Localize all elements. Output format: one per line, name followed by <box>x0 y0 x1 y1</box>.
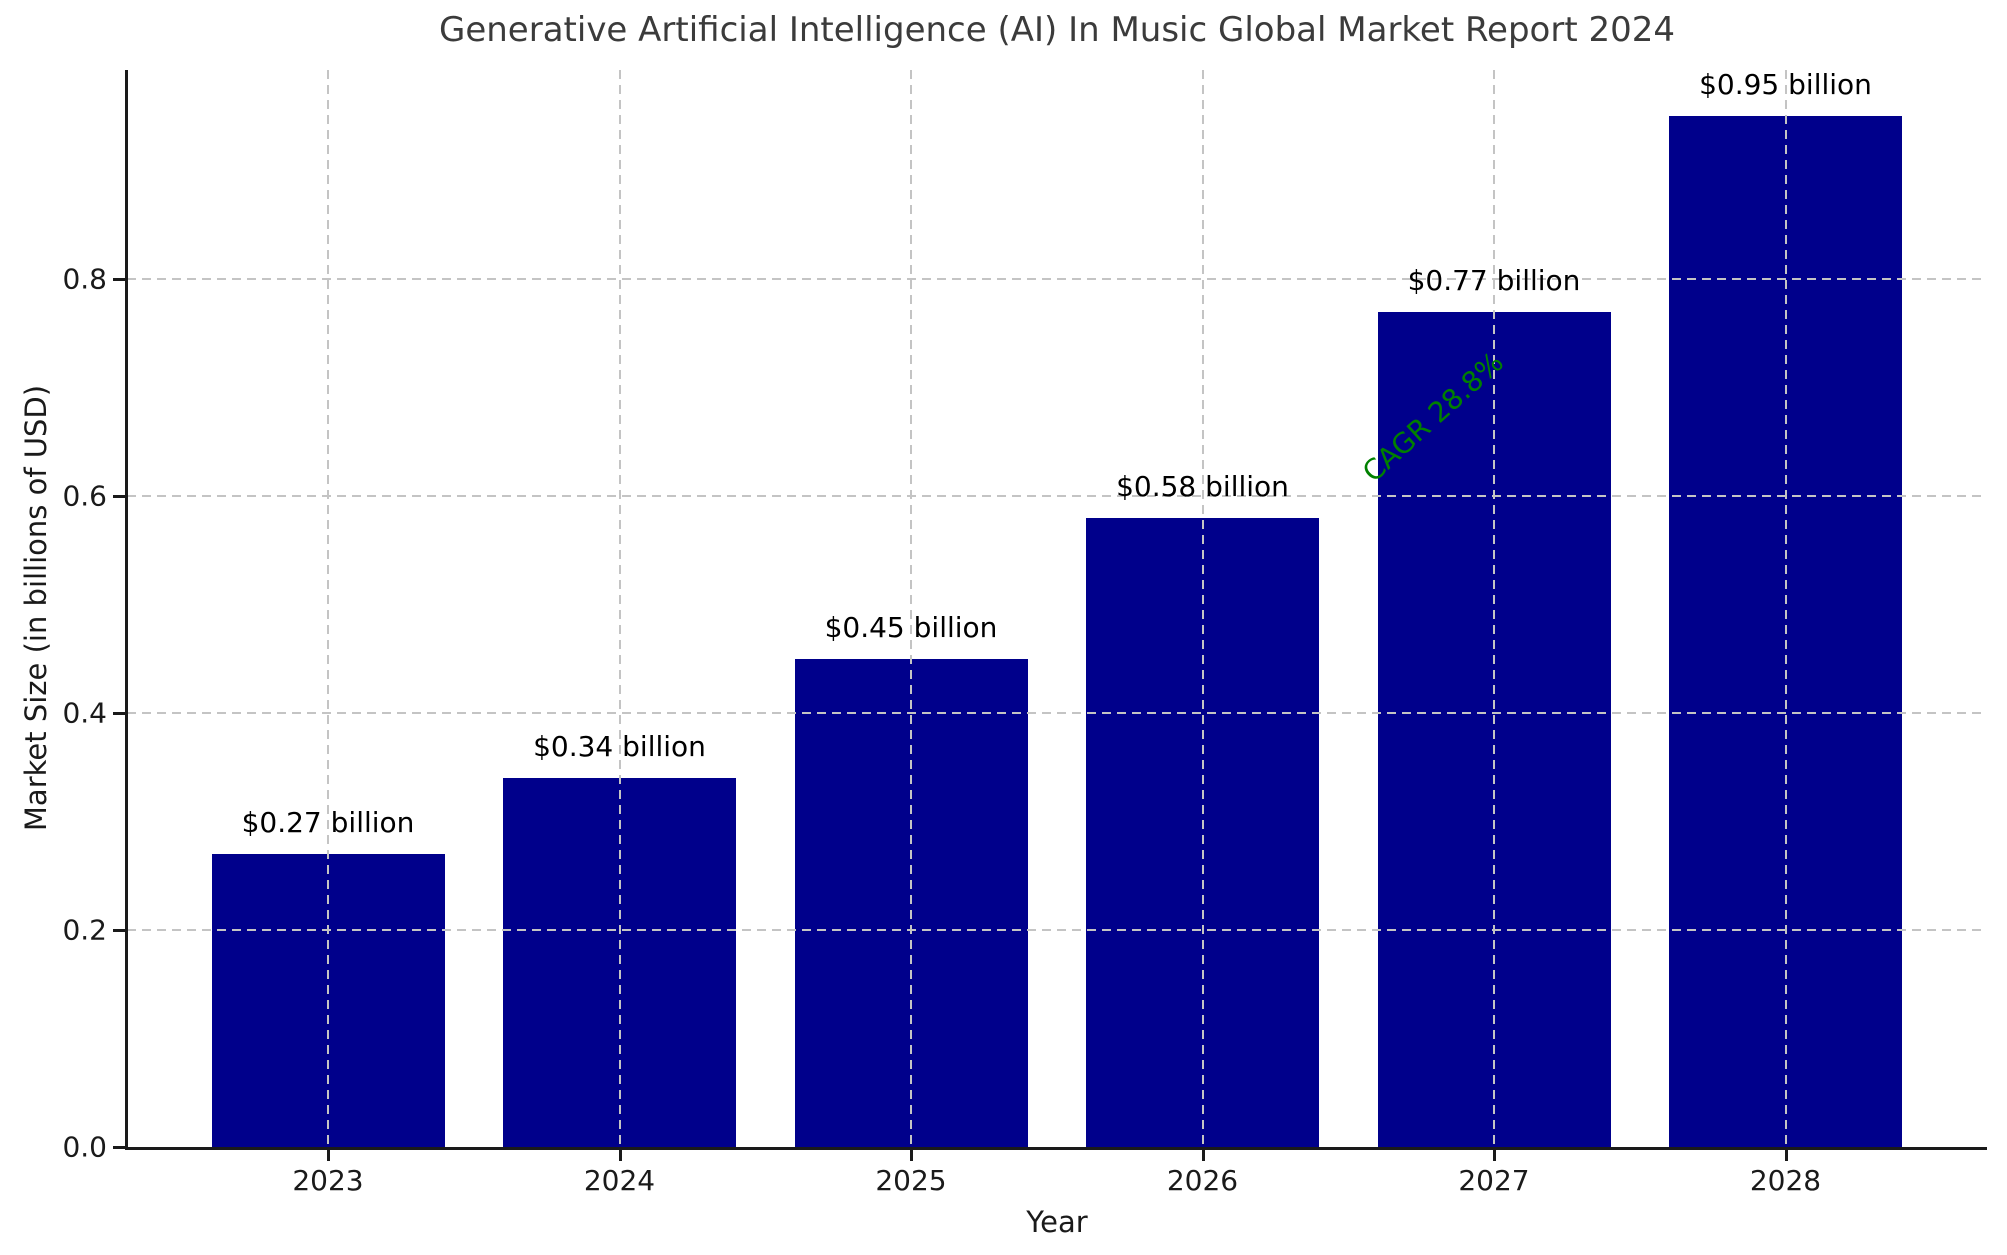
gridline-vertical <box>1784 70 1787 1147</box>
y-tick-mark <box>113 278 126 281</box>
x-tick-label: 2025 <box>875 1164 947 1197</box>
x-tick-mark <box>1493 1149 1496 1161</box>
gridline-horizontal <box>127 712 1987 714</box>
x-tick-mark <box>618 1149 622 1161</box>
x-tick-mark <box>910 1149 913 1161</box>
gridline-vertical <box>327 70 329 1147</box>
bar-value-label: $0.27 billion <box>241 806 415 839</box>
y-tick-label: 0.2 <box>62 913 107 947</box>
x-tick-mark <box>1201 1149 1205 1161</box>
gridline-vertical <box>1201 70 1204 1147</box>
x-tick-label: 2023 <box>292 1164 364 1197</box>
y-tick-mark <box>113 495 126 498</box>
bar-value-label: $0.58 billion <box>1116 470 1289 503</box>
x-tick-label: 2028 <box>1749 1164 1822 1197</box>
x-tick-mark <box>327 1149 330 1161</box>
x-tick-label: 2027 <box>1458 1164 1530 1197</box>
y-tick-mark <box>113 1146 126 1149</box>
gridline-horizontal <box>127 278 1987 280</box>
bar-value-label: $0.77 billion <box>1407 264 1581 297</box>
chart-title: Generative Artificial Intelligence (AI) … <box>438 10 1676 50</box>
bar-value-label: $0.34 billion <box>533 730 706 763</box>
gridline-vertical <box>910 70 912 1147</box>
gridline-horizontal <box>127 495 1987 497</box>
bar-value-label: $0.95 billion <box>1699 68 1872 101</box>
gridline-vertical <box>618 70 621 1147</box>
y-axis-label: Market Size (in billions of USD) <box>19 384 53 832</box>
y-tick-label: 0.8 <box>62 262 107 296</box>
x-tick-label: 2026 <box>1166 1164 1239 1197</box>
y-axis-spine <box>125 70 128 1150</box>
x-axis-spine <box>125 1147 1987 1150</box>
y-tick-label: 0.0 <box>62 1130 107 1164</box>
y-tick-label: 0.4 <box>62 696 107 730</box>
x-tick-mark <box>1784 1149 1788 1161</box>
gridline-horizontal <box>127 929 1987 931</box>
y-tick-mark <box>113 929 126 932</box>
x-axis-label: Year <box>1026 1205 1088 1239</box>
y-tick-label: 0.6 <box>62 479 107 513</box>
plot-area: CAGR 28.8% 0.0 0.2 0.4 0.6 0.8 $0.27 billion 2… <box>62 68 1987 1197</box>
bar-value-label: $0.45 billion <box>824 611 998 644</box>
y-tick-mark <box>113 712 126 715</box>
x-tick-label: 2024 <box>583 1164 656 1197</box>
gridline-vertical <box>1493 70 1495 1147</box>
